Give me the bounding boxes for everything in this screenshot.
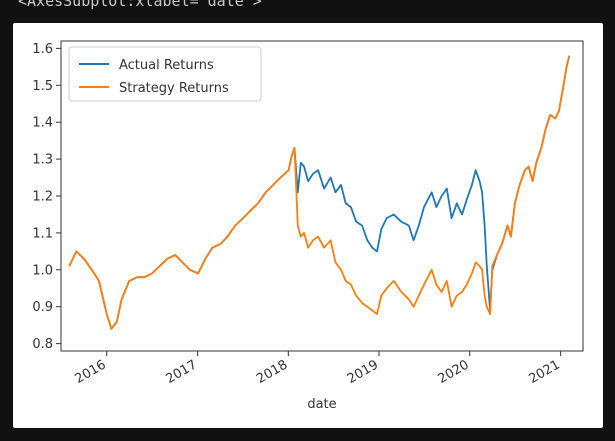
legend-frame	[68, 46, 262, 102]
x-tick-label: 2016	[73, 357, 109, 387]
legend: Actual Returns Strategy Returns	[68, 46, 262, 102]
x-axis-label: date	[307, 397, 336, 412]
y-tick-label: 1.6	[32, 42, 53, 57]
line-chart: 0.8 0.9 1.0 1.1 1.2 1.3 1.4 1.5 1.6 2016 2017 2018…	[32, 40, 584, 412]
x-tick-label: 2018	[254, 357, 290, 387]
series-lines	[68, 55, 571, 330]
figure-canvas: 0.8 0.9 1.0 1.1 1.2 1.3 1.4 1.5 1.6 2016 2017 2018…	[13, 23, 603, 428]
y-tick-label: 1.3	[32, 153, 53, 168]
legend-label-strategy-returns: Strategy Returns	[119, 81, 229, 96]
y-tick-label: 1.4	[32, 116, 53, 131]
y-tick-label: 0.9	[32, 300, 53, 315]
y-tick-label: 1.1	[32, 226, 53, 241]
series-line-strategy-returns	[68, 55, 571, 330]
y-axis: 0.8 0.9 1.0 1.1 1.2 1.3 1.4 1.5 1.6	[32, 42, 61, 352]
x-tick-label: 2020	[436, 357, 472, 387]
y-tick-label: 1.5	[32, 79, 53, 94]
y-tick-label: 1.0	[32, 263, 53, 278]
cell-output-repr: <AxesSubplot:xlabel='date'>	[18, 0, 262, 10]
x-axis: 2016 2017 2018 2019 2020 2021	[73, 351, 563, 387]
x-tick-label: 2019	[345, 357, 381, 387]
x-tick-label: 2021	[526, 357, 562, 387]
y-tick-label: 1.2	[32, 190, 53, 205]
x-tick-label: 2017	[163, 357, 199, 387]
y-tick-label: 0.8	[32, 337, 53, 352]
legend-label-actual-returns: Actual Returns	[119, 58, 214, 73]
